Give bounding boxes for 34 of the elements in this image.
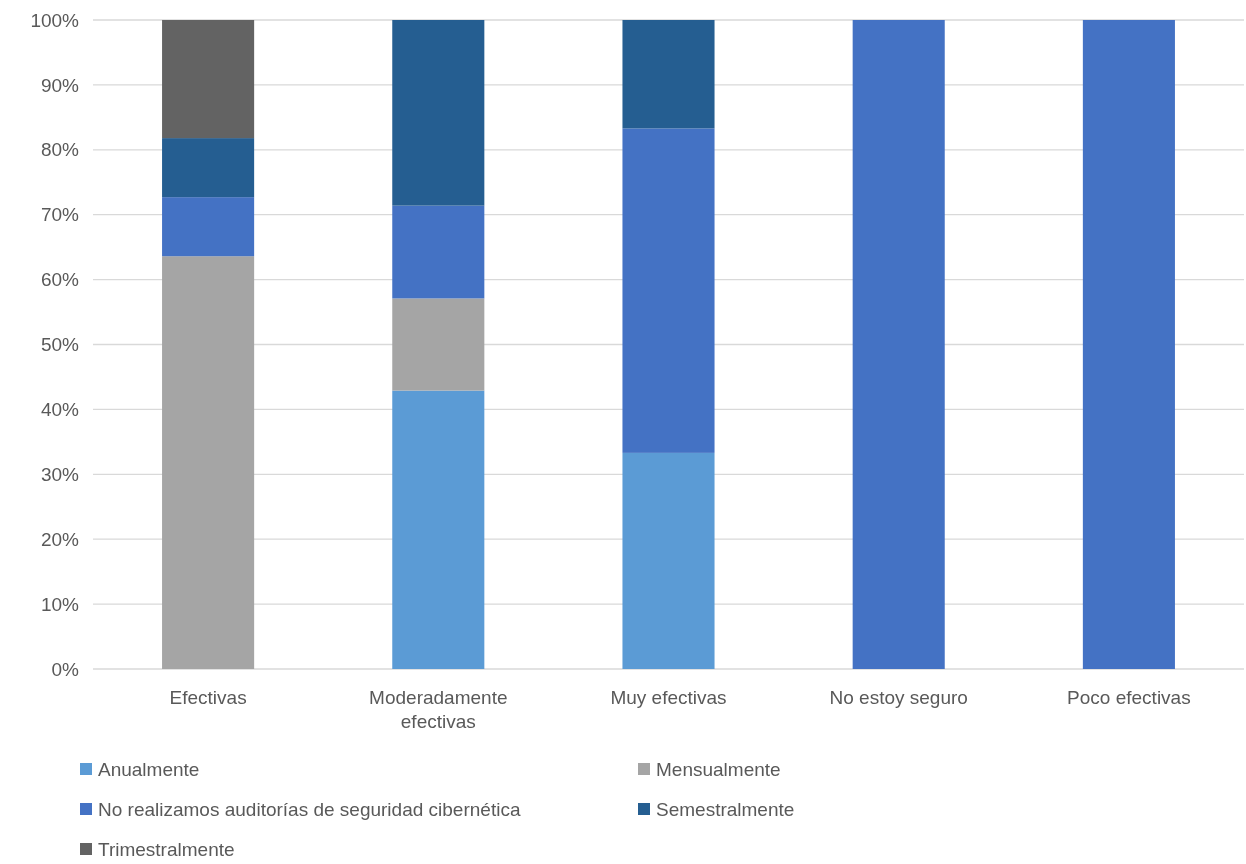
bar — [162, 138, 255, 198]
bar — [622, 20, 715, 129]
y-tick-label: 50% — [40, 334, 80, 356]
bar — [622, 452, 715, 669]
bar — [392, 390, 485, 669]
bar — [392, 20, 485, 206]
y-tick-label: 20% — [40, 528, 80, 550]
legend-label: Anualmente — [98, 758, 200, 780]
x-tick-label: Poco efectivas — [1067, 687, 1191, 708]
bar — [622, 128, 715, 453]
legend-label: No realizamos auditorías de seguridad cibernética — [98, 798, 521, 820]
legend-label: Semestralmente — [656, 798, 795, 820]
x-tick-label: Moderadamente efectivas — [369, 687, 508, 732]
y-tick-label: 80% — [40, 139, 80, 161]
x-tick-label: No estoy seguro — [829, 687, 968, 708]
bar — [852, 20, 945, 669]
bar — [162, 197, 255, 257]
y-tick-label: 40% — [40, 399, 80, 421]
y-tick-label: 60% — [40, 269, 80, 291]
y-tick-label: 90% — [40, 74, 80, 96]
y-tick-label: 10% — [40, 593, 80, 615]
bar — [392, 298, 485, 391]
bar — [162, 20, 255, 139]
y-tick-label: 30% — [40, 463, 80, 485]
bar — [162, 256, 255, 669]
bar — [392, 205, 485, 299]
y-tick-label: 100% — [30, 9, 80, 31]
legend-label: Trimestralmente — [98, 838, 235, 860]
x-tick-label: Efectivas — [169, 687, 247, 708]
bar — [1082, 20, 1175, 669]
legend-label: Mensualmente — [656, 758, 781, 780]
y-tick-label: 70% — [40, 204, 80, 226]
y-tick-label: 0% — [51, 658, 80, 680]
x-tick-label: Muy efectivas — [610, 687, 727, 708]
